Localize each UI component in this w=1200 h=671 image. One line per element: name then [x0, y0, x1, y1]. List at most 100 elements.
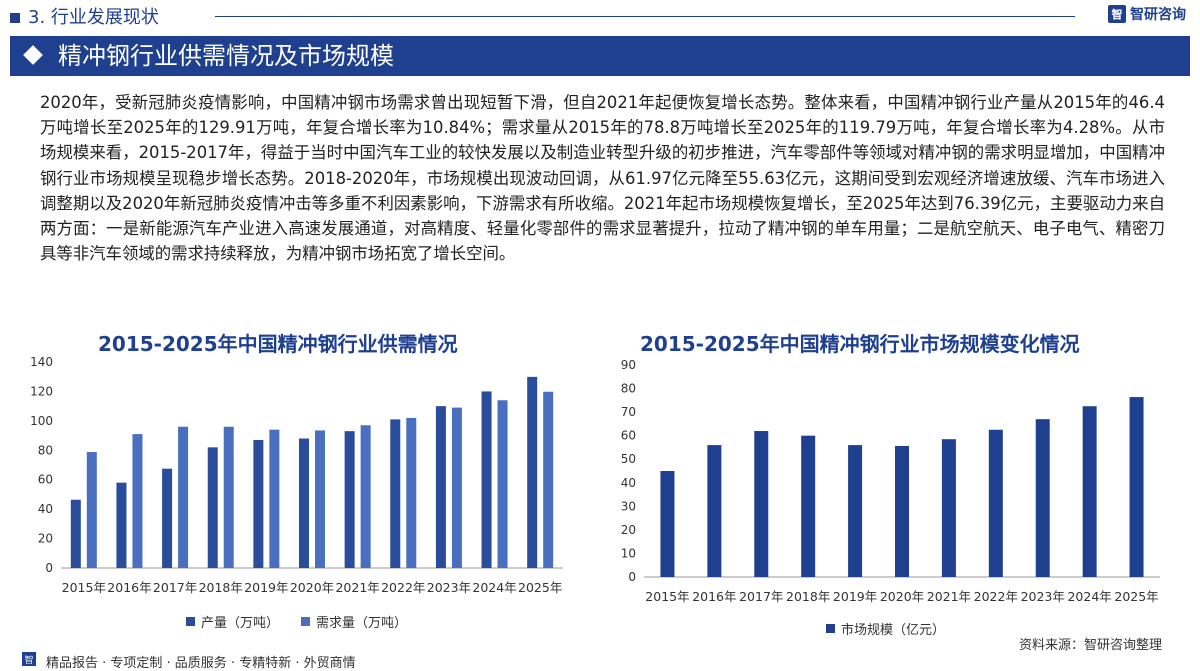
chart2-legend: 市场规模（亿元） — [826, 619, 945, 638]
logo: 智 智研咨询 — [1108, 4, 1186, 24]
body-paragraph: 2020年，受新冠肺炎疫情影响，中国精冲钢市场需求曾出现短暂下滑，但自2021年… — [40, 93, 1165, 264]
chart1-bar-b — [451, 407, 462, 568]
chart1-bar-b — [86, 452, 97, 568]
chart1-bar-a — [390, 419, 401, 568]
chart2-bar-a — [1129, 397, 1144, 577]
chart1-bar-b — [497, 400, 508, 568]
diamond-icon — [23, 45, 43, 65]
chart2-ytick-label: 40 — [621, 476, 636, 490]
chart1-bar-b — [223, 426, 234, 568]
chart2-xtick-label: 2020年 — [880, 589, 924, 604]
chart1-legend: 产量（万吨） 需求量（万吨） — [186, 612, 407, 631]
footer-tagline: 精品报告 · 专项定制 · 品质服务 · 专精特新 · 外贸商情 — [46, 656, 356, 671]
chart2-xtick-label: 2025年 — [1114, 589, 1158, 604]
chart2-ytick-label: 80 — [621, 382, 636, 396]
chart2-bar-a — [754, 431, 769, 577]
chart1-ytick-label: 0 — [45, 561, 53, 575]
chart1-bar-a — [116, 482, 127, 568]
chart2-title: 2015-2025年中国精冲钢行业市场规模变化情况 — [640, 332, 1080, 356]
legend-label-demand: 需求量（万吨） — [316, 616, 408, 631]
chart2-xtick-label: 2016年 — [692, 589, 736, 604]
page-title: 精冲钢行业供需情况及市场规模 — [58, 42, 394, 70]
chart1-bar-a — [435, 406, 446, 568]
chart1-xtick-label: 2021年 — [335, 580, 379, 595]
chart1-bar-b — [132, 434, 143, 568]
chart1-xtick-label: 2020年 — [290, 580, 334, 595]
chart1-ytick-label: 60 — [38, 473, 53, 487]
chart2-bar-a — [988, 429, 1003, 577]
chart2-ytick-label: 90 — [621, 358, 636, 372]
chart2-ytick-label: 10 — [621, 546, 636, 560]
chart1-xtick-label: 2017年 — [153, 580, 197, 595]
chart2-xtick-label: 2015年 — [645, 589, 689, 604]
chart2-ytick-label: 20 — [621, 523, 636, 537]
chart2-bar-a — [1035, 419, 1050, 577]
chart1-bar-b — [543, 391, 554, 568]
chart2-bar-a — [895, 445, 909, 577]
chart1-bar-a — [344, 431, 355, 568]
chart1-ytick-label: 120 — [30, 384, 53, 398]
chart2-bar-a — [707, 445, 722, 577]
chart1-xtick-label: 2018年 — [199, 580, 243, 595]
section-heading: 3. 行业发展现状 — [10, 3, 159, 29]
chart1-bar-a — [253, 439, 264, 568]
chart1-ytick-label: 20 — [38, 532, 53, 546]
chart1-bar-b — [360, 425, 371, 568]
chart1-xtick-label: 2015年 — [62, 580, 106, 595]
footer-logo-icon: 智 — [22, 652, 36, 666]
source-note: 资料来源：智研咨询整理 — [1018, 638, 1162, 653]
chart1-ytick-label: 100 — [30, 414, 53, 428]
legend-swatch-production — [186, 617, 195, 626]
chart2-bar-a — [1082, 406, 1097, 577]
chart2-xtick-label: 2024年 — [1067, 589, 1111, 604]
chart1-xtick-label: 2016年 — [107, 580, 151, 595]
chart2-ytick-label: 60 — [621, 429, 636, 443]
chart1-ytick-label: 40 — [38, 502, 53, 516]
legend-label-production: 产量（万吨） — [201, 616, 280, 631]
chart2-ytick-label: 70 — [621, 405, 636, 419]
chart2-xtick-label: 2017年 — [739, 589, 783, 604]
top-bar: 3. 行业发展现状 智 智研咨询 — [0, 0, 1200, 34]
chart2-bar-a — [660, 471, 675, 577]
chart1-bar-b — [178, 426, 189, 568]
header-divider — [215, 16, 1075, 17]
chart1-bar-b — [315, 430, 325, 568]
chart1-xtick-label: 2024年 — [472, 580, 516, 595]
chart1-xtick-label: 2022年 — [381, 580, 425, 595]
chart2-ytick-label: 50 — [621, 452, 636, 466]
chart1-bar-a — [162, 468, 173, 568]
chart2-bar-a — [848, 445, 863, 577]
chart2-xtick-label: 2023年 — [1021, 589, 1065, 604]
chart2-xtick-label: 2022年 — [974, 589, 1018, 604]
chart1-xtick-label: 2025年 — [518, 580, 562, 595]
chart2-bar-a — [941, 439, 956, 577]
chart1-ytick-label: 140 — [30, 355, 53, 369]
chart1-title: 2015-2025年中国精冲钢行业供需情况 — [98, 332, 458, 356]
chart1-bar-a — [527, 376, 538, 568]
chart2-xtick-label: 2019年 — [833, 589, 877, 604]
chart1-bar-b — [406, 417, 417, 568]
legend-swatch-market — [826, 624, 835, 633]
chart1-bar-a — [481, 391, 492, 568]
legend-label-market: 市场规模（亿元） — [841, 623, 946, 638]
section-square-icon — [10, 13, 20, 23]
chart1-bar-a — [70, 499, 81, 568]
chart1-bar-a — [207, 447, 218, 568]
chart1-bar-b — [269, 429, 280, 568]
chart2-ytick-label: 0 — [628, 570, 636, 584]
title-banner: 精冲钢行业供需情况及市场规模 — [10, 36, 1190, 76]
chart1-bar-a — [299, 438, 309, 568]
logo-text: 智研咨询 — [1130, 7, 1186, 23]
chart1-ytick-label: 80 — [38, 443, 53, 457]
chart1-xtick-label: 2019年 — [244, 580, 288, 595]
chart2-bar-a — [801, 435, 816, 577]
chart2-ytick-label: 30 — [621, 499, 636, 513]
chart2-xtick-label: 2018年 — [786, 589, 830, 604]
legend-swatch-demand — [301, 617, 311, 626]
chart1-xtick-label: 2023年 — [427, 580, 471, 595]
section-heading-text: 3. 行业发展现状 — [28, 7, 159, 28]
chart2-xtick-label: 2021年 — [927, 589, 971, 604]
logo-icon: 智 — [1108, 5, 1126, 23]
